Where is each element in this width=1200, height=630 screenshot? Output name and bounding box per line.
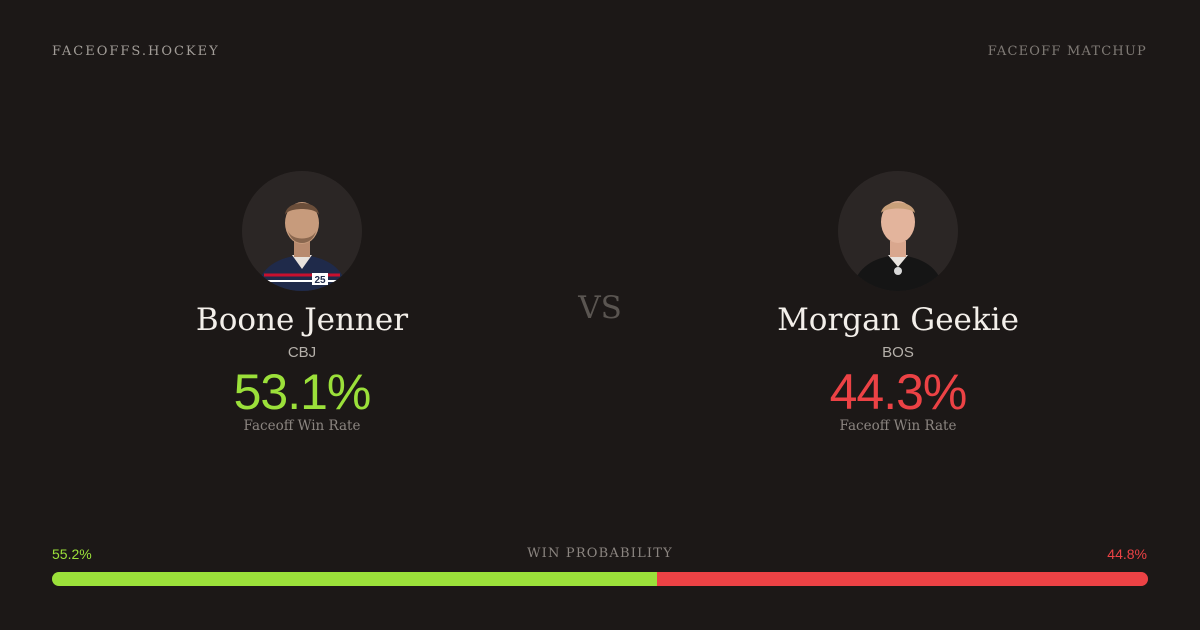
player-headshot-right <box>838 171 958 291</box>
player-name-left[interactable]: Boone Jenner <box>195 302 409 338</box>
player-team-left: CBJ <box>287 344 317 361</box>
player-team-right: BOS <box>882 344 914 361</box>
player-name-right[interactable]: Morgan Geekie <box>777 302 1019 338</box>
win-probability-right: 44.8% <box>1107 546 1147 562</box>
win-probability-bar <box>52 572 1148 586</box>
page-title: FACEOFF MATCHUP <box>987 44 1147 59</box>
player-card-left: 25 Boone Jenner CBJ 53.1% Faceoff Win Ra… <box>92 171 512 434</box>
faceoff-win-rate-label-left: Faceoff Win Rate <box>243 418 361 434</box>
faceoff-win-rate-left: 53.1% <box>233 364 372 420</box>
site-brand[interactable]: FACEOFFS.HOCKEY <box>52 44 220 59</box>
player-photo-left: 25 <box>242 171 362 291</box>
faceoff-win-rate-right: 44.3% <box>829 364 968 420</box>
win-probability-left: 55.2% <box>52 546 92 562</box>
player-photo-right <box>838 171 958 291</box>
player-card-right: Morgan Geekie BOS 44.3% Faceoff Win Rate <box>688 171 1108 434</box>
win-probability-bar-left <box>52 572 657 586</box>
win-probability-title: WIN PROBABILITY <box>527 546 673 561</box>
win-probability-bar-right <box>656 572 1148 586</box>
player-headshot-left: 25 <box>242 171 362 291</box>
jersey-number: 25 <box>314 275 326 286</box>
versus-label: VS <box>578 290 622 326</box>
faceoff-win-rate-label-right: Faceoff Win Rate <box>839 418 957 434</box>
